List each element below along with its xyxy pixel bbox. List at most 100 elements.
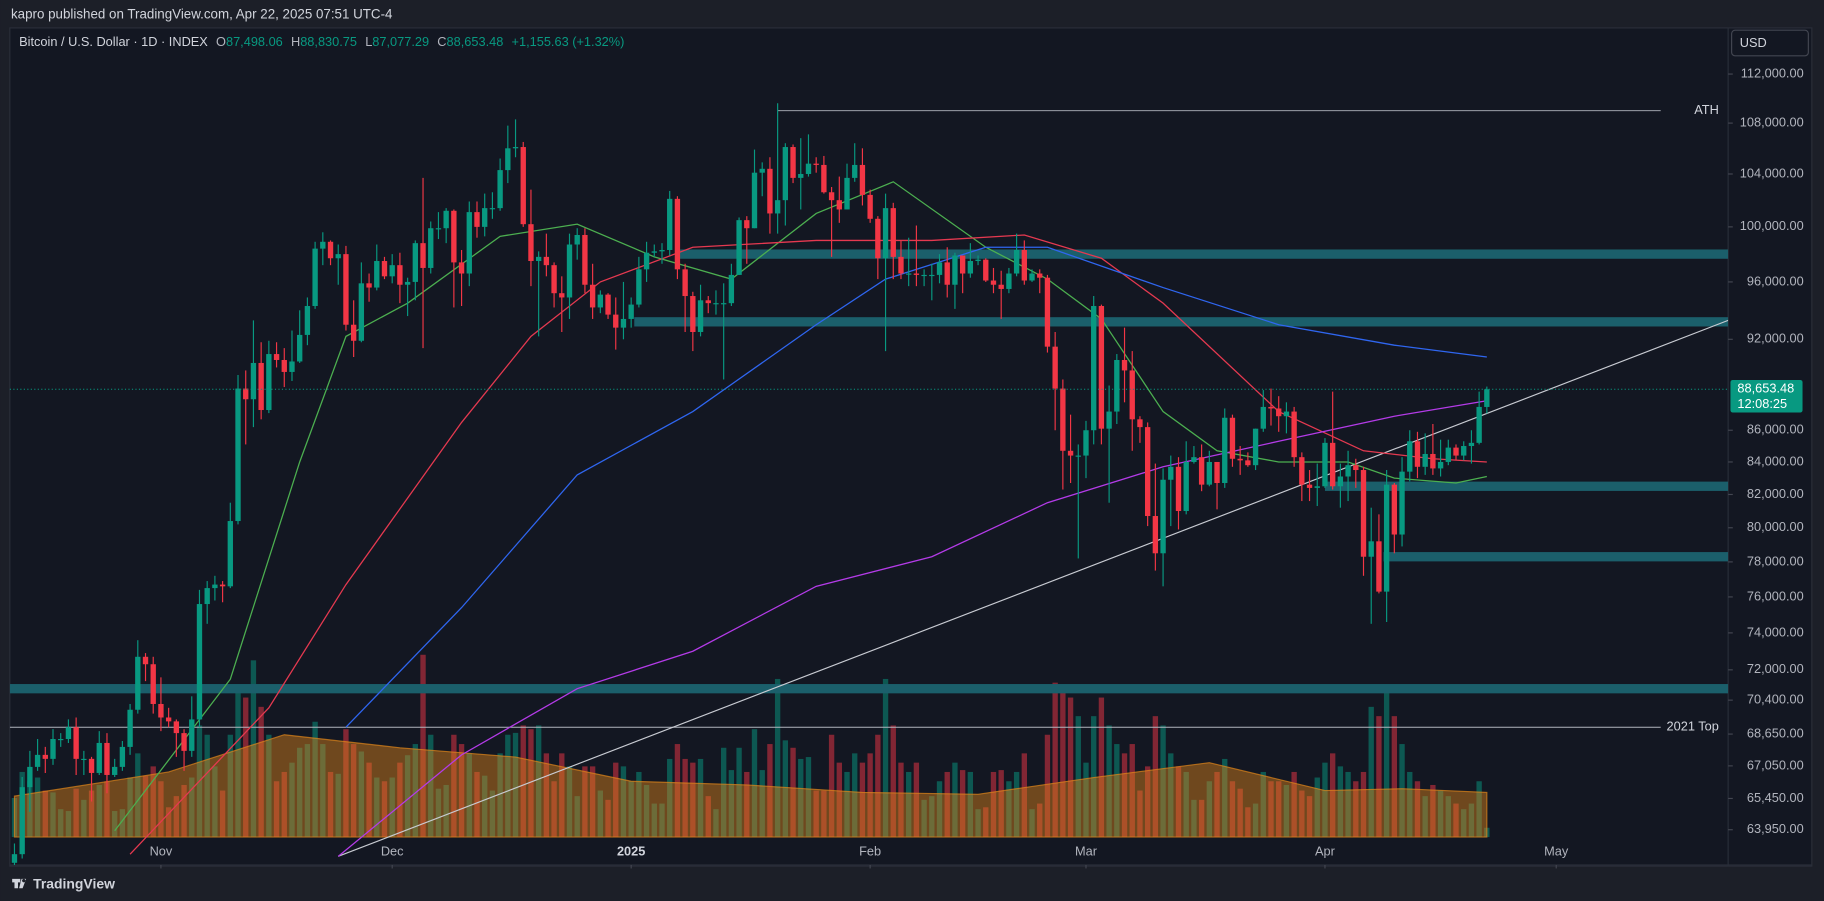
volume-bar: [266, 734, 272, 838]
volume-bar: [1029, 809, 1035, 838]
volume-bar: [898, 762, 904, 838]
candle-body: [1260, 406, 1266, 429]
candle-body: [304, 306, 311, 335]
candle-body: [713, 303, 719, 305]
candle-body: [250, 362, 257, 400]
volume-bar: [1191, 799, 1197, 838]
moving-average: [337, 400, 1487, 857]
volume-bar: [990, 771, 997, 838]
candle-body: [1291, 411, 1297, 458]
last-price-label: 88,653.48: [1737, 381, 1794, 396]
volume-bar: [1260, 771, 1266, 838]
candle-body: [1461, 446, 1467, 456]
candle-body: [1337, 476, 1344, 487]
candle-body: [1037, 273, 1043, 278]
volume-bar: [751, 729, 758, 838]
candle-body: [798, 173, 804, 178]
candle-body: [1013, 249, 1020, 274]
candle-body: [181, 733, 187, 751]
volume-bar: [1152, 716, 1159, 838]
candle-body: [96, 742, 102, 773]
candle-body: [327, 241, 334, 259]
candle-body: [1191, 457, 1197, 462]
volume-bar: [744, 771, 750, 838]
volume-bar: [720, 747, 727, 838]
candle-body: [1299, 457, 1305, 485]
volume-bar: [597, 790, 604, 838]
volume-bar: [906, 771, 912, 838]
volume-bar: [50, 792, 56, 838]
volume-bar: [1175, 766, 1182, 838]
volume-bar: [774, 678, 781, 838]
volume-bar: [1414, 781, 1421, 838]
volume-bar: [204, 734, 210, 838]
currency-button[interactable]: [1731, 29, 1809, 57]
candle-body: [882, 208, 889, 259]
candle-body: [119, 746, 126, 767]
volume-bar: [1314, 777, 1320, 838]
candle-body: [258, 362, 264, 411]
candle-body: [952, 255, 958, 285]
candle-body: [350, 324, 357, 341]
legend-value: 88,653.48: [447, 34, 504, 49]
volume-bar: [1160, 725, 1166, 838]
candle-body: [944, 262, 950, 285]
volume-bar: [690, 762, 696, 838]
candle-body: [1029, 273, 1035, 281]
volume-bar: [466, 753, 472, 838]
candle-body: [913, 273, 920, 275]
volume-bar: [1144, 766, 1151, 838]
volume-bar: [674, 744, 681, 838]
volume-bar: [852, 753, 858, 838]
candle-body: [1283, 411, 1290, 417]
candle-body: [1060, 388, 1066, 451]
volume-bar: [589, 766, 596, 838]
volume-bar: [952, 762, 958, 838]
candle-body: [998, 284, 1004, 289]
candle-body: [466, 212, 472, 274]
candle-body: [1160, 479, 1166, 554]
volume-bar: [335, 773, 341, 838]
candle-body: [1252, 428, 1259, 466]
candle-body: [559, 293, 565, 298]
y-tick-label: 112,000.00: [1741, 65, 1804, 80]
volume-bar: [289, 762, 295, 838]
candle-body: [1391, 484, 1398, 535]
y-tick-label: 82,000.00: [1747, 486, 1804, 501]
candle-body: [273, 354, 280, 360]
volume-bar: [697, 758, 704, 838]
zone: [675, 249, 1729, 259]
candle-body: [1214, 461, 1220, 484]
volume-bar: [404, 755, 411, 838]
candle-body: [828, 192, 835, 201]
volume-bar: [1337, 766, 1344, 838]
y-tick-label: 76,000.00: [1747, 588, 1804, 603]
candle-body: [27, 766, 33, 788]
volume-bar: [1268, 781, 1274, 838]
candle-body: [297, 334, 303, 362]
volume-bar: [859, 762, 866, 838]
volume-bar: [1283, 784, 1290, 838]
candle-body: [312, 248, 318, 307]
volume-bar: [243, 697, 249, 838]
candle-body: [1098, 306, 1105, 429]
candle-body: [381, 261, 388, 277]
candle-body: [474, 212, 480, 227]
volume-bar: [142, 775, 149, 838]
volume-bar: [1376, 716, 1382, 838]
legend-label: C: [437, 34, 446, 49]
candle-body: [921, 274, 927, 277]
legend-label: L: [365, 34, 372, 49]
volume-bar: [420, 654, 426, 838]
currency[interactable]: USD: [1740, 35, 1767, 50]
volume-bar: [929, 796, 935, 838]
candle-body: [1083, 430, 1089, 456]
volume-bar: [1461, 809, 1467, 838]
volume-bar: [682, 758, 688, 838]
volume-bar: [728, 770, 735, 838]
candle-body: [374, 261, 380, 288]
volume-bar: [605, 799, 611, 838]
volume-bar: [1368, 706, 1374, 838]
volume-bar: [81, 799, 87, 838]
